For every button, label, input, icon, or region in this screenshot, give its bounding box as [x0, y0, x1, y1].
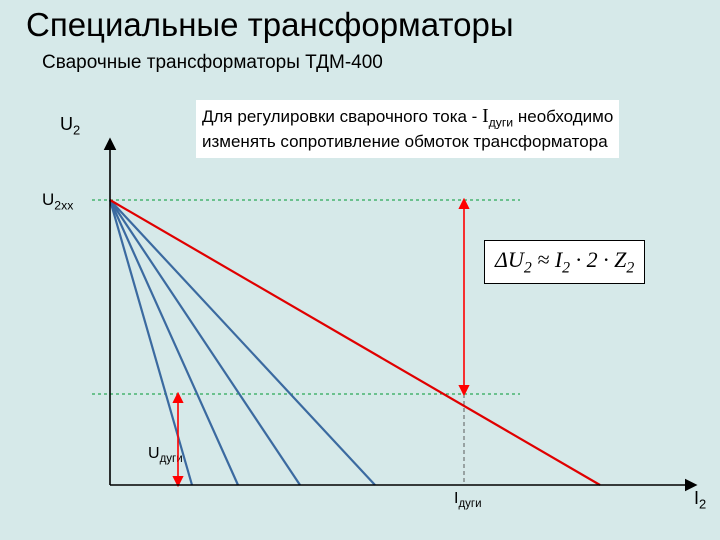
horizontal-guides: [92, 200, 520, 394]
operating-line: [110, 200, 600, 485]
slide: Специальные трансформаторы Сварочные тра…: [0, 0, 720, 540]
load-lines: [110, 200, 375, 485]
axes: [110, 140, 695, 485]
measure-arrows: [178, 200, 464, 485]
voltage-current-chart: [0, 0, 720, 540]
